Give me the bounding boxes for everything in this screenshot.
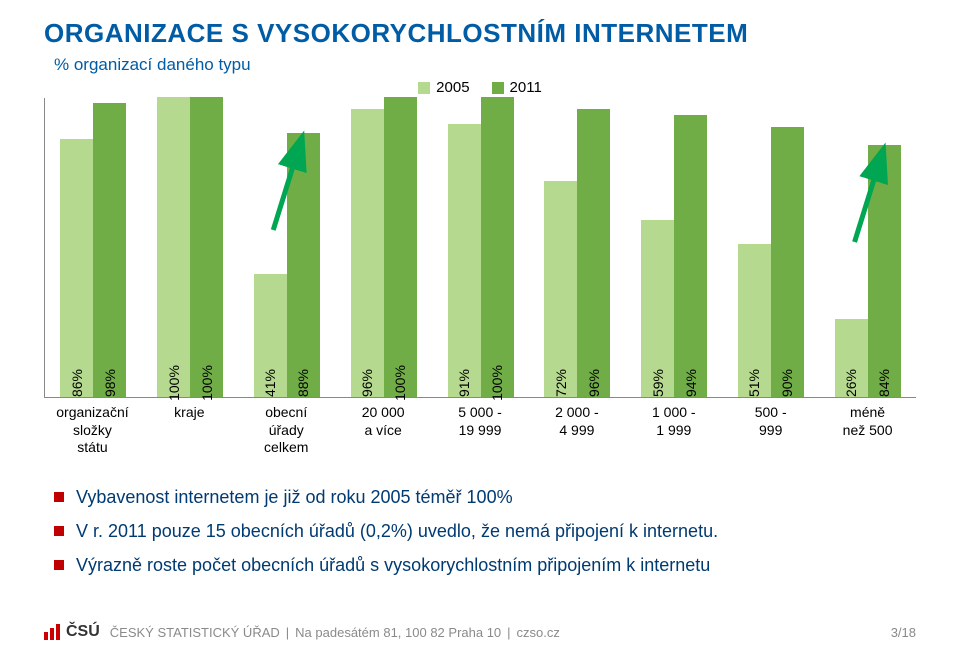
bar-value-label: 96% [359,369,375,397]
legend-swatch-2011 [492,82,504,94]
legend-item-2005: 2005 [418,79,469,96]
bar-2005: 51% [738,244,771,397]
x-axis-label: 2 000 -4 999 [528,404,625,457]
bar-chart: 86%98%100%100%41%88%96%100%91%100%72%96%… [44,98,916,398]
bar-2011: 98% [93,103,126,397]
legend-label-2005: 2005 [436,79,469,96]
bar-value-label: 84% [876,369,892,397]
bar-2005: 100% [157,97,190,397]
bar-value-label: 90% [779,369,795,397]
footer-site: czso.cz [517,625,560,640]
bar-value-label: 100% [199,365,215,401]
bullet-list: Vybavenost internetem je již od roku 200… [54,485,916,578]
footer-org: ČESKÝ STATISTICKÝ ÚŘAD [110,625,280,640]
bullet-item: V r. 2011 pouze 15 obecních úřadů (0,2%)… [54,519,916,543]
logo-bars-icon [44,624,60,640]
bar-2005: 72% [544,181,577,397]
bar-2005: 86% [60,139,93,397]
bar-value-label: 59% [650,369,666,397]
bar-2011: 100% [384,97,417,397]
bar-group: 100%100% [142,98,239,397]
bar-value-label: 100% [392,365,408,401]
bar-value-label: 100% [166,365,182,401]
bullet-item: Výrazně roste počet obecních úřadů s vys… [54,553,916,577]
bar-group: 51% 90% [722,98,819,397]
bar-group: 91% 100% [432,98,529,397]
logo-text: ČSÚ [66,623,100,641]
bar-value-label: 51% [746,369,762,397]
bar-value-label: 94% [683,369,699,397]
bar-group: 96% 100% [335,98,432,397]
bar-value-label: 100% [489,365,505,401]
footer: ČSÚ ČESKÝ STATISTICKÝ ÚŘAD | Na padesáté… [44,623,916,641]
bar-2011: 90% [771,127,804,397]
footer-separator: | [286,625,289,640]
bar-group: 41% 88% [239,98,336,397]
bar-2011: 96% [577,109,610,397]
bar-value-label: 91% [456,369,472,397]
chart-legend: 2005 2011 [44,79,916,96]
bar-value-label: 96% [586,369,602,397]
bar-value-label: 88% [295,369,311,397]
csu-logo: ČSÚ [44,623,100,641]
bar-group: 86% 98% [45,98,142,397]
x-axis-label: 20 000a více [335,404,432,457]
bar-value-label: 98% [102,369,118,397]
bar-group: 59% 94% [626,98,723,397]
x-axis-label: kraje [141,404,238,457]
x-axis-label: méněnež 500 [819,404,916,457]
bar-value-label: 41% [262,369,278,397]
bar-2005: 91% [448,124,481,397]
bar-2005: 41% [254,274,287,397]
bar-2005: 96% [351,109,384,397]
x-axis-label: 5 000 -19 999 [432,404,529,457]
bar-2011: 88% [287,133,320,397]
bar-groups: 86%98%100%100%41%88%96%100%91%100%72%96%… [45,98,916,397]
bar-2005: 26% [835,319,868,397]
x-axis-label: obecníúřadycelkem [238,404,335,457]
bar-2011: 100% [190,97,223,397]
legend-swatch-2005 [418,82,430,94]
bar-2011: 100% [481,97,514,397]
x-axis-labels: organizačnísložkystátukrajeobecníúřadyce… [44,404,916,457]
bar-value-label: 72% [553,369,569,397]
bullet-item: Vybavenost internetem je již od roku 200… [54,485,916,509]
x-axis-label: 500 -999 [722,404,819,457]
footer-separator: | [507,625,510,640]
footer-address: Na padesátém 81, 100 82 Praha 10 [295,625,501,640]
x-axis-label: organizačnísložkystátu [44,404,141,457]
bar-group: 26% 84% [819,98,916,397]
bar-2011: 94% [674,115,707,397]
page-subtitle: % organizací daného typu [54,55,916,75]
slide-page: ORGANIZACE S VYSOKORYCHLOSTNÍM INTERNETE… [0,0,960,657]
page-number: 3/18 [891,625,916,640]
page-title: ORGANIZACE S VYSOKORYCHLOSTNÍM INTERNETE… [44,18,916,49]
bar-group: 72% 96% [529,98,626,397]
x-axis-label: 1 000 -1 999 [625,404,722,457]
legend-item-2011: 2011 [492,79,542,96]
bar-2011: 84% [868,145,901,397]
bar-value-label: 26% [843,369,859,397]
chart-area: 86%98%100%100%41%88%96%100%91%100%72%96%… [44,98,916,457]
legend-label-2011: 2011 [510,79,542,96]
bar-value-label: 86% [69,369,85,397]
bar-2005: 59% [641,220,674,397]
